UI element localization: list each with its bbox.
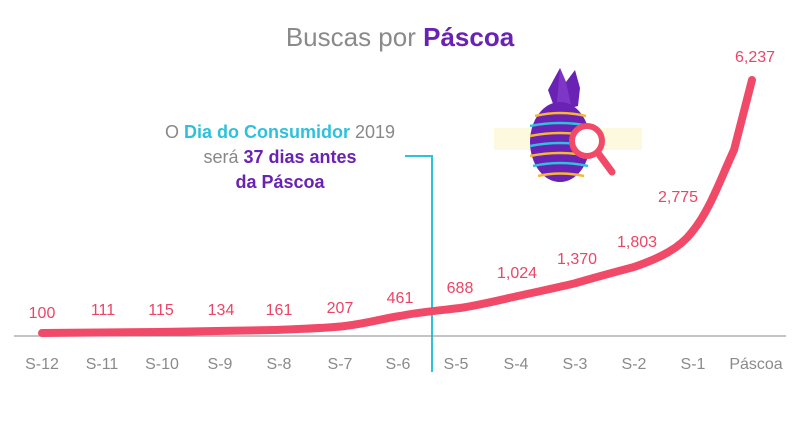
annotation-highlight-purple: da Páscoa [235, 172, 325, 192]
value-label: 2,775 [658, 189, 698, 206]
x-tick-label: S-11 [86, 356, 119, 373]
value-labels: 100 111 115 134 161 207 461 688 1,024 1,… [29, 49, 775, 322]
value-label: 100 [29, 305, 56, 322]
x-tick-label: S-12 [25, 356, 59, 373]
value-label: 461 [387, 290, 414, 307]
annotation-text: O [164, 122, 184, 142]
x-tick-label: S-4 [504, 356, 529, 373]
x-tick-labels: S-12 S-11 S-10 S-9 S-8 S-7 S-6 S-5 S-4 S… [25, 356, 783, 373]
value-label: 207 [327, 300, 354, 317]
series-line [38, 76, 756, 337]
x-tick-label: S-3 [563, 356, 588, 373]
title-highlight: Páscoa [423, 22, 515, 52]
consumer-day-marker [405, 155, 433, 372]
annotation-text: será [203, 147, 244, 167]
value-label: 1,024 [497, 265, 537, 282]
x-tick-label: S-9 [208, 356, 233, 373]
consumer-day-annotation: O Dia do Consumidor 2019 será 37 dias an… [130, 120, 430, 195]
value-label: 1,803 [617, 234, 657, 251]
x-tick-label: S-1 [681, 356, 706, 373]
title-prefix: Buscas por [285, 22, 424, 52]
value-label: 115 [148, 302, 174, 319]
x-tick-label: S-5 [444, 356, 469, 373]
value-label: 1,370 [557, 251, 597, 268]
x-tick-label: S-7 [328, 356, 353, 373]
x-tick-label: S-10 [145, 356, 179, 373]
chart-title: Buscas por Páscoa [0, 22, 800, 53]
x-tick-label: Páscoa [729, 356, 782, 373]
x-tick-label: S-8 [267, 356, 292, 373]
value-label: 134 [208, 302, 235, 319]
annotation-highlight-cyan: Dia do Consumidor [183, 122, 350, 142]
value-label: 688 [447, 280, 474, 297]
easter-egg-search-icon [494, 68, 642, 182]
value-label: 111 [91, 302, 115, 319]
annotation-highlight-purple: 37 dias antes [243, 147, 357, 167]
annotation-text: 2019 [349, 122, 396, 142]
value-label: 6,237 [735, 49, 775, 66]
x-tick-label: S-6 [386, 356, 411, 373]
value-label: 161 [266, 302, 293, 319]
x-tick-label: S-2 [622, 356, 647, 373]
